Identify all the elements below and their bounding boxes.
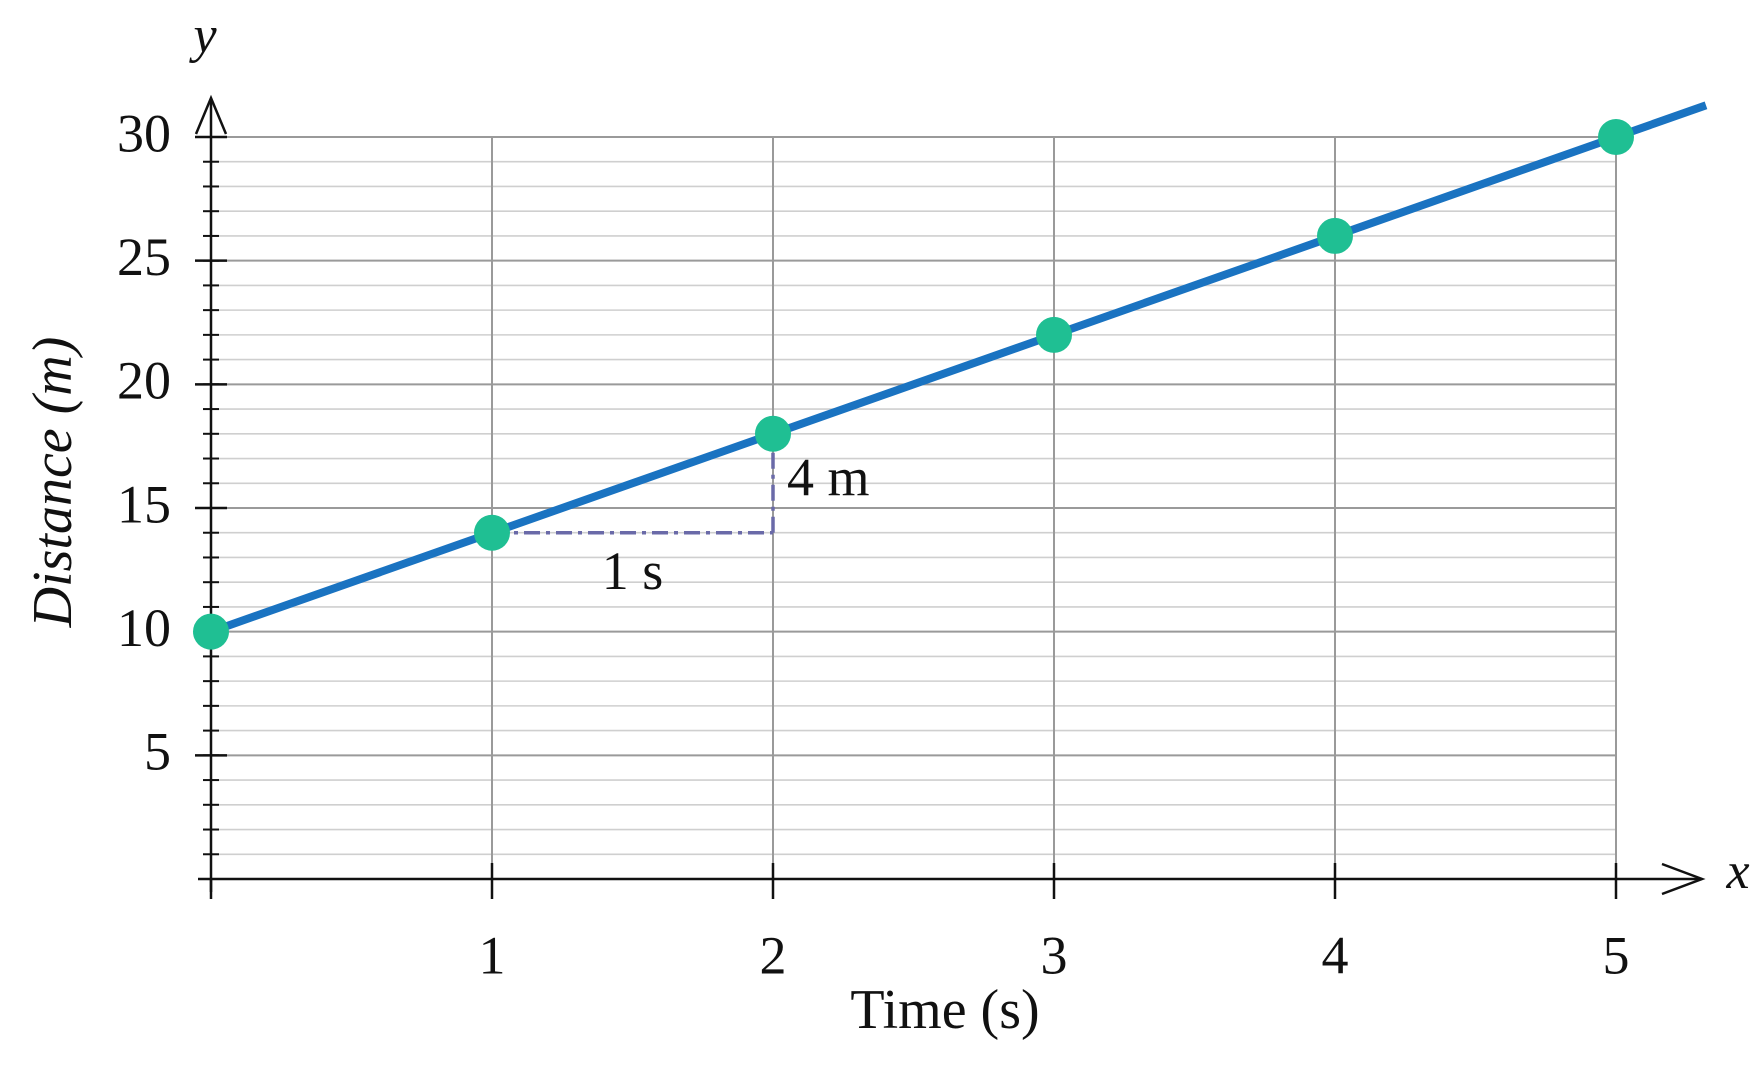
point — [474, 514, 510, 551]
point — [1036, 316, 1072, 353]
series-line — [209, 133, 1618, 636]
run-label: 1 s — [602, 541, 664, 601]
y-axis-label: Distance (m) — [22, 337, 84, 629]
y-tick-label: 20 — [117, 351, 171, 411]
y-tick-label: 15 — [117, 474, 171, 534]
grid — [211, 136, 1617, 879]
x-axis-letter: x — [1725, 843, 1749, 900]
x-tick-label: 3 — [1041, 925, 1068, 985]
y-axis-arrow — [194, 94, 228, 135]
x-axis-label: Time (s) — [850, 979, 1039, 1041]
y-tick-label: 5 — [144, 722, 171, 782]
x-tick-label: 5 — [1603, 925, 1630, 985]
y-tick-label: 25 — [117, 227, 171, 287]
y-axis-letter: y — [188, 7, 217, 64]
y-tick-label: 10 — [117, 598, 171, 658]
point — [193, 613, 229, 650]
plot-area: 1 s 4 m — [193, 101, 1708, 650]
x-tick-label: 1 — [479, 925, 506, 985]
point — [1598, 119, 1634, 155]
x-tick-label: 4 — [1322, 925, 1349, 985]
y-tick-label: 30 — [117, 103, 171, 163]
x-axis-arrow — [1661, 862, 1706, 896]
rise-label: 4 m — [787, 448, 870, 508]
x-tick-label: 2 — [760, 925, 787, 985]
axes: y x Time (s) Distance (m) 5 10 15 20 25 30 1 2 3… — [22, 7, 1750, 1041]
point — [755, 415, 791, 452]
point — [1317, 217, 1353, 254]
